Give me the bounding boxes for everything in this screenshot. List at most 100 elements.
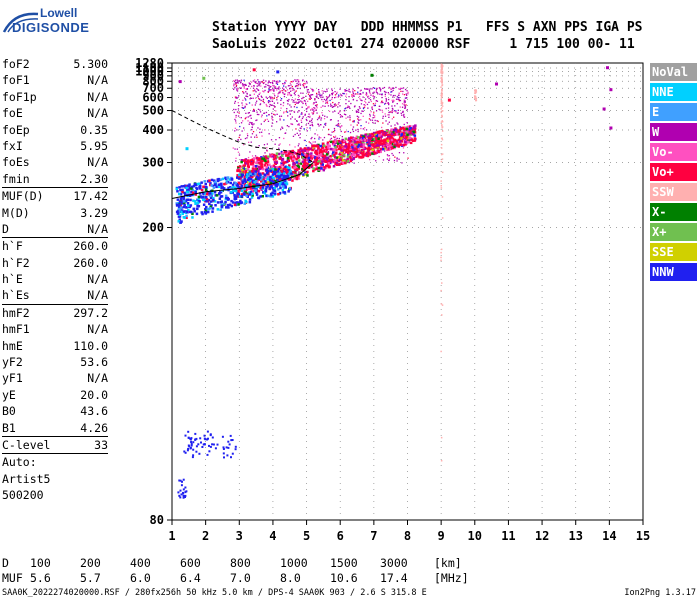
echo-point <box>286 170 289 173</box>
echo-point <box>278 81 280 83</box>
echo-point <box>248 191 251 194</box>
echo-point <box>251 85 253 88</box>
echo-point <box>475 91 478 93</box>
echo-point <box>322 100 324 103</box>
echo-point <box>264 89 266 92</box>
echo-point <box>301 167 304 171</box>
echo-point <box>274 166 277 169</box>
echo-point <box>342 154 344 157</box>
echo-point <box>239 87 242 89</box>
echo-point <box>339 111 341 113</box>
echo-point <box>349 131 352 134</box>
echo-point <box>359 98 361 100</box>
param-value: 43.6 <box>80 404 108 419</box>
echo-point <box>406 94 408 96</box>
echo-point <box>223 182 226 186</box>
echo-point <box>389 87 391 89</box>
x-tick-label: 7 <box>370 529 377 543</box>
echo-point <box>321 153 324 156</box>
echo-point <box>282 162 285 165</box>
echo-point <box>234 197 238 200</box>
echo-point <box>297 124 299 126</box>
echo-point <box>359 151 361 154</box>
echo-point <box>398 99 400 101</box>
echo-point <box>359 93 362 95</box>
echo-point <box>243 176 247 179</box>
echo-point <box>336 137 338 139</box>
echo-point <box>176 198 180 201</box>
echo-point <box>441 124 443 126</box>
echo-point <box>225 446 228 449</box>
echo-point <box>301 160 305 163</box>
echo-point <box>378 134 381 137</box>
echo-point <box>312 144 315 147</box>
echo-point <box>285 182 289 186</box>
echo-point <box>296 79 298 81</box>
param-value: 260.0 <box>73 239 108 254</box>
echo-point <box>329 140 333 144</box>
echo-point <box>295 101 297 103</box>
echo-point <box>258 162 262 165</box>
echo-point <box>440 86 442 88</box>
echo-point <box>324 150 328 153</box>
echo-point <box>270 98 272 100</box>
echo-point <box>227 446 230 449</box>
echo-point <box>348 153 351 156</box>
echo-point <box>318 136 320 138</box>
echo-point <box>244 118 246 120</box>
echo-point <box>262 155 265 157</box>
echo-point <box>440 71 442 74</box>
echo-point <box>254 179 258 183</box>
echo-point <box>291 179 294 182</box>
echo-point <box>306 119 308 122</box>
echo-point <box>255 191 258 194</box>
echo-point <box>379 87 381 89</box>
param-row: fmin 2.30 <box>2 171 108 187</box>
echo-point <box>254 178 258 181</box>
param-separator <box>2 453 108 455</box>
echo-point <box>248 141 250 143</box>
echo-point <box>395 98 398 100</box>
echo-point <box>375 88 378 91</box>
echo-point <box>350 153 353 155</box>
echo-point <box>214 204 217 207</box>
param-name: foEs <box>2 155 30 170</box>
echo-point <box>375 89 377 92</box>
echo-point <box>250 161 253 165</box>
echo-point <box>291 172 294 175</box>
echo-point <box>293 166 296 169</box>
echo-point <box>395 144 398 147</box>
echo-point <box>317 166 321 170</box>
echo-point <box>321 160 324 163</box>
echo-point <box>291 152 294 155</box>
echo-point <box>245 95 247 97</box>
echo-point <box>339 105 341 107</box>
echo-point <box>376 87 378 90</box>
echo-point <box>283 112 285 114</box>
echo-point <box>388 116 390 118</box>
echo-point <box>246 95 249 98</box>
echo-point <box>440 91 443 94</box>
echo-point <box>323 98 325 101</box>
legend-item-noval: NoVal <box>650 63 697 81</box>
echo-point <box>289 104 291 106</box>
echo-point <box>402 138 406 141</box>
echo-point <box>399 106 401 108</box>
echo-point <box>282 127 284 129</box>
echo-point <box>375 131 378 134</box>
echo-point <box>261 96 263 98</box>
echo-point <box>247 187 250 191</box>
echo-point <box>237 82 239 84</box>
echo-point <box>274 168 277 171</box>
echo-point <box>315 159 318 162</box>
echo-point <box>382 132 385 136</box>
echo-point <box>393 159 396 162</box>
echo-point <box>324 154 327 158</box>
echo-point <box>351 142 354 145</box>
echo-point <box>331 140 335 144</box>
echo-point <box>329 159 333 163</box>
echo-point <box>222 446 225 449</box>
echo-point <box>381 146 384 148</box>
echo-point <box>281 126 283 128</box>
